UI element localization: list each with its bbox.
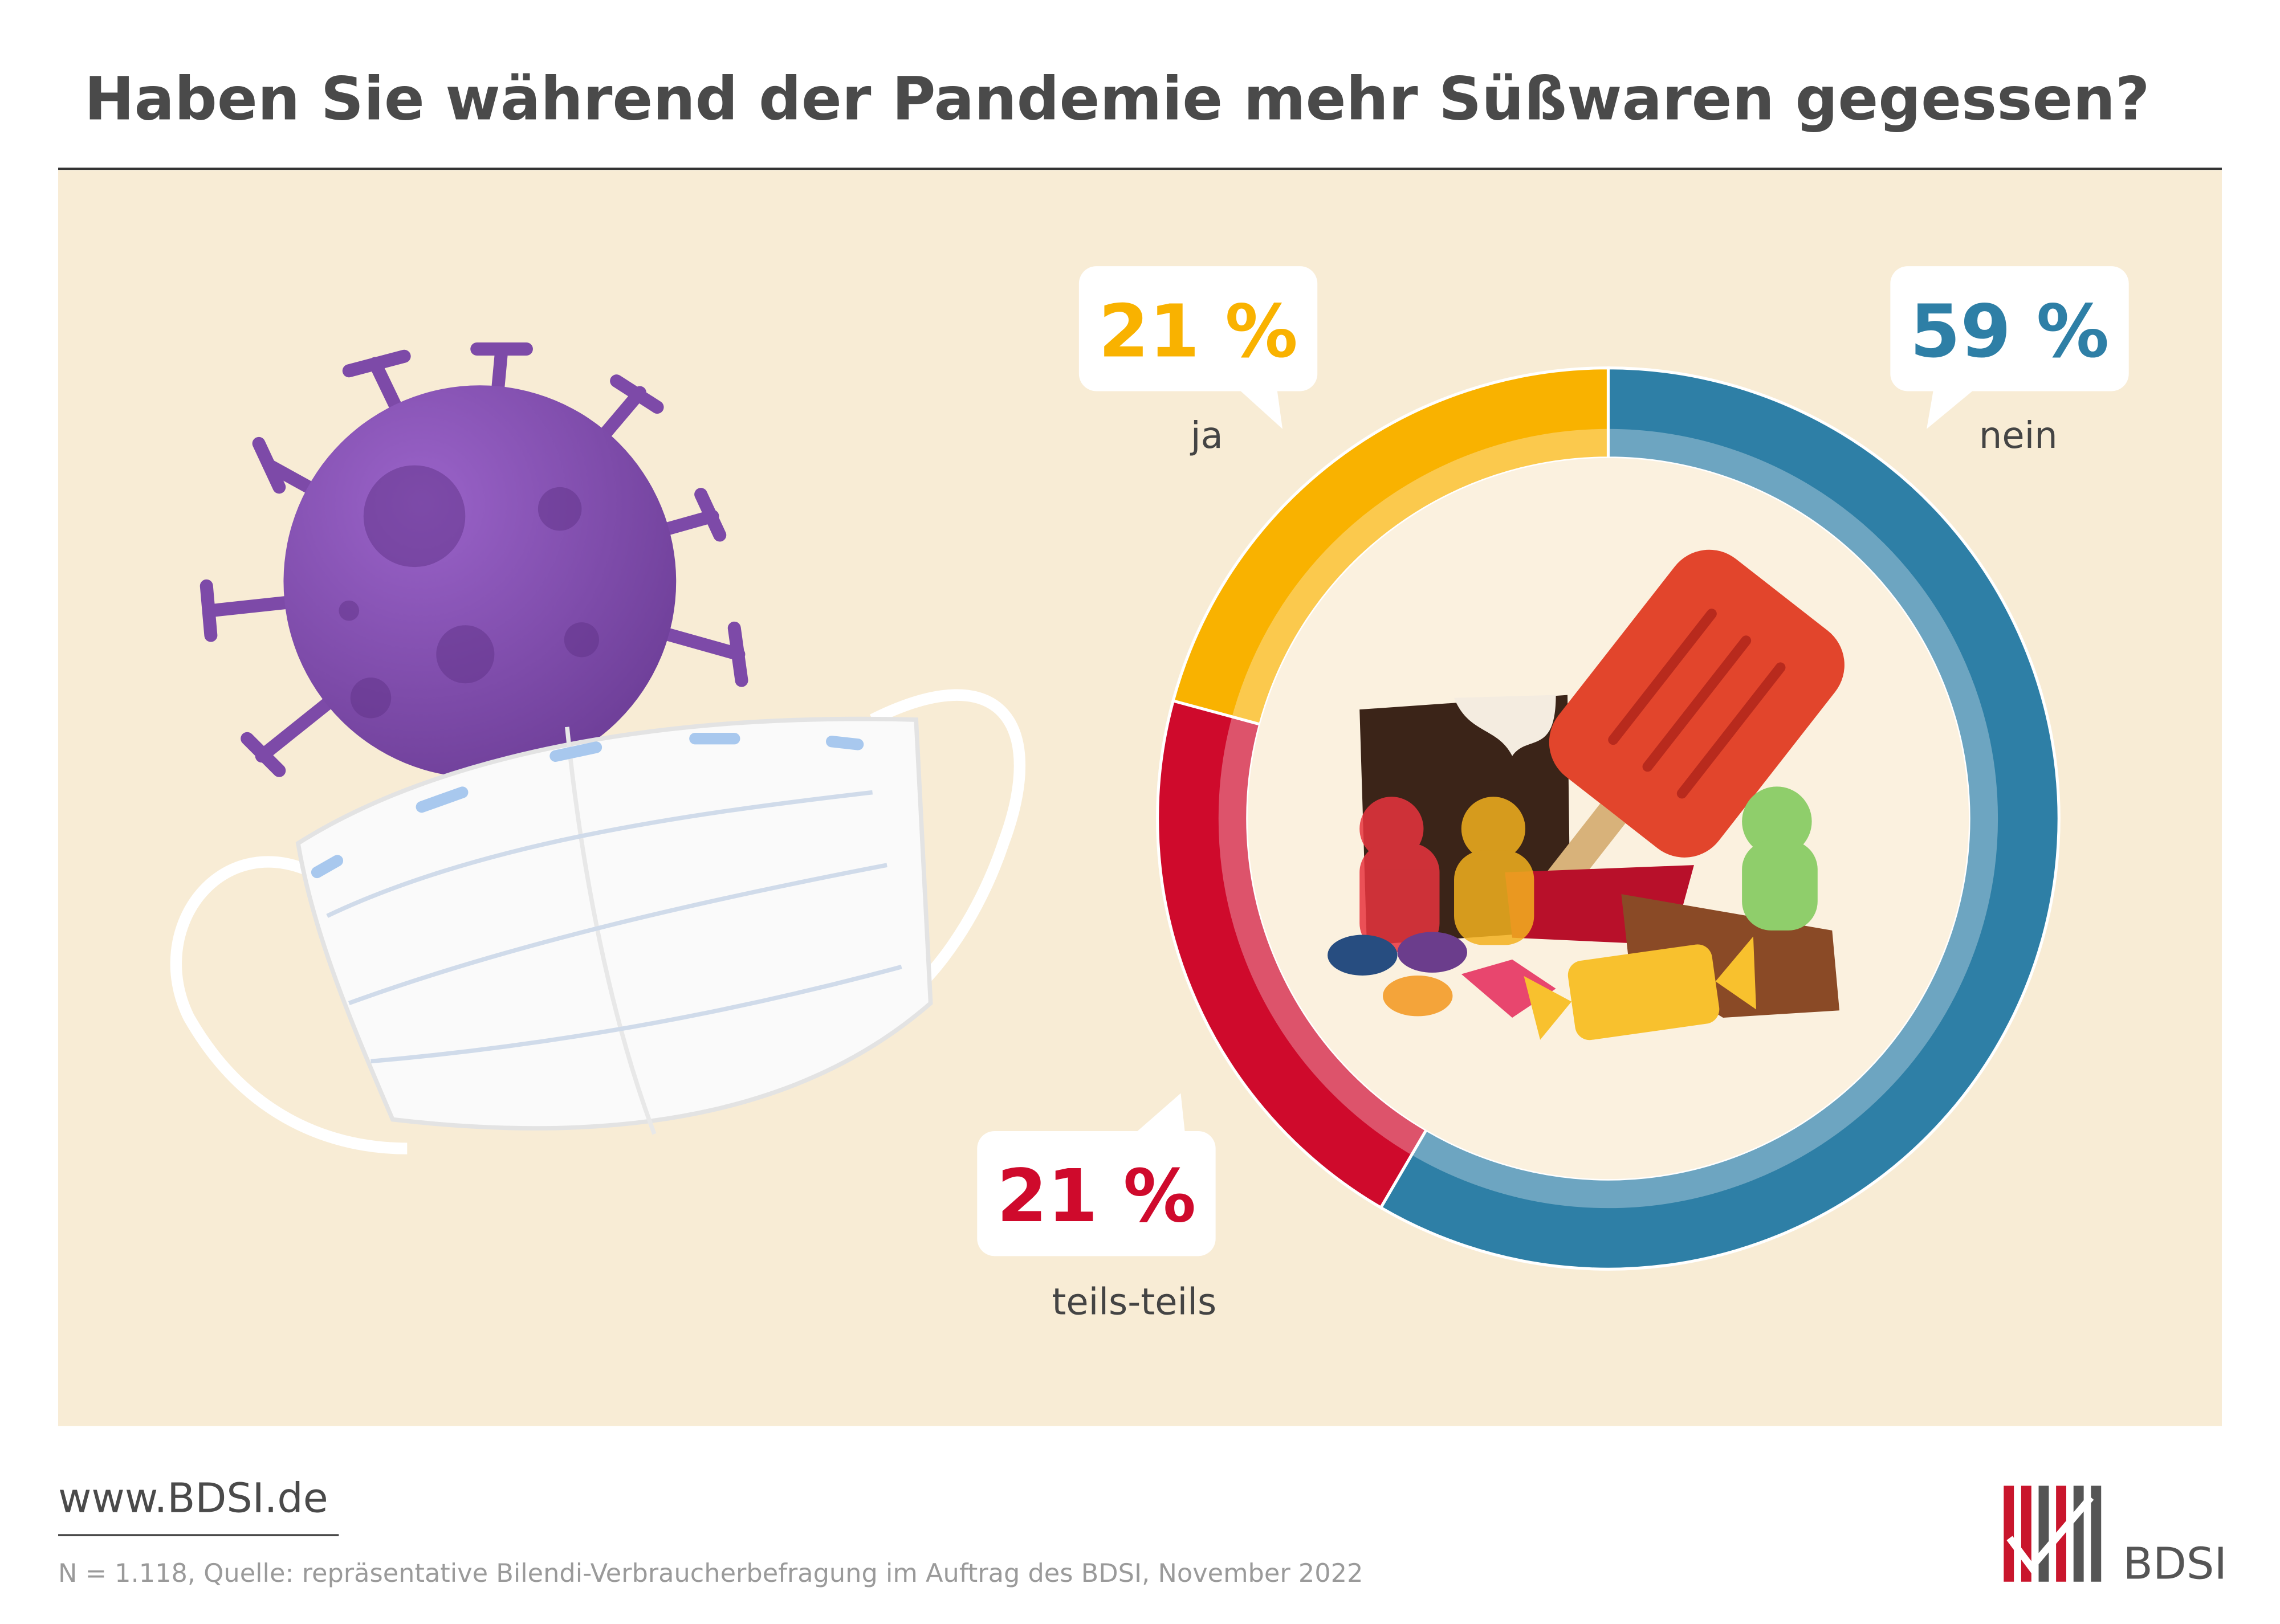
callout-box — [1078, 266, 1318, 391]
value-label: 59 % — [1910, 289, 2110, 374]
category-label: nein — [1979, 415, 2058, 457]
value-label: 21 % — [1098, 289, 1298, 374]
logo-mark — [2004, 1486, 2102, 1582]
callout-tail — [1134, 1093, 1186, 1135]
category-label: ja — [1190, 415, 1223, 457]
value-label: 21 % — [997, 1154, 1196, 1239]
footnote: N = 1.118, Quelle: repräsentative Bilend… — [58, 1558, 1363, 1588]
callout-box — [977, 1131, 1216, 1256]
inner-band — [1218, 429, 1998, 1209]
chart-title: Haben Sie während der Pandemie mehr Süßw… — [84, 64, 2150, 133]
sweets-illustration — [1328, 549, 1845, 1040]
callout-box — [1890, 266, 2129, 391]
category-label: teils-teils — [1052, 1281, 1216, 1323]
source-url: www.BDSI.de — [58, 1474, 328, 1521]
callouts: 59 % nein 21 % teils-teils 21 % ja — [977, 266, 2129, 1323]
virus-illustration — [199, 342, 748, 778]
mask-illustration — [170, 689, 1026, 1154]
logo-text: BDSI — [2123, 1539, 2227, 1590]
